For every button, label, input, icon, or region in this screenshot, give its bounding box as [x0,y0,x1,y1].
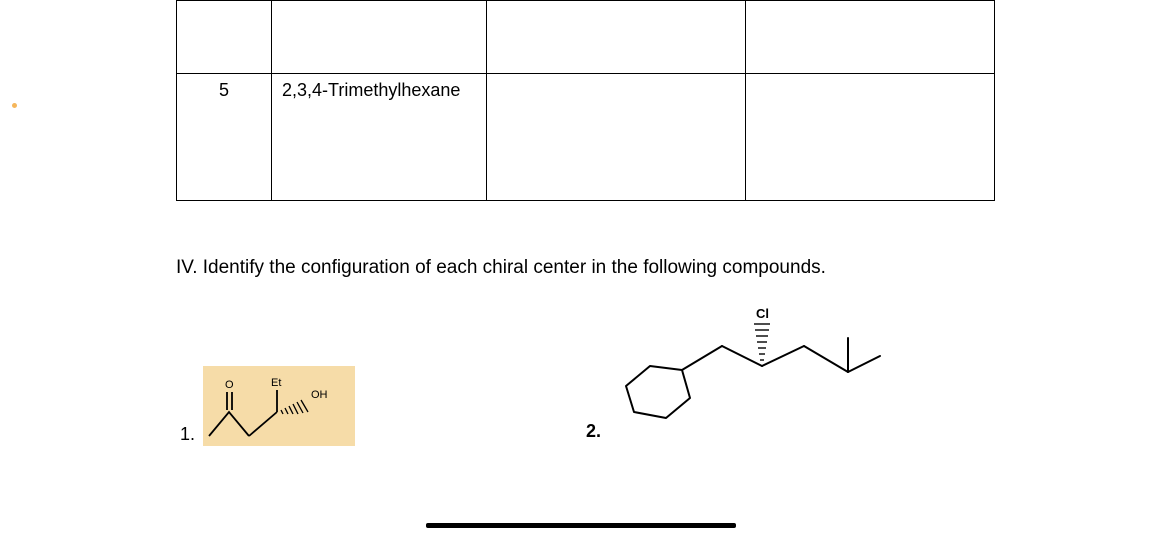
table-cell: 5 [177,74,272,201]
table-row [177,1,995,74]
item-1-label: 1. [180,424,195,445]
data-table: 5 2,3,4-Trimethylhexane [176,0,995,201]
item-1-structure: O Et OH [203,366,355,446]
table-cell [487,1,746,74]
table-cell [272,1,487,74]
section-heading: IV. Identify the configuration of each c… [176,257,826,279]
table-cell [177,1,272,74]
table-row: 5 2,3,4-Trimethylhexane [177,74,995,201]
label-O: O [225,379,234,391]
label-Cl: Cl [756,306,769,321]
page: 5 2,3,4-Trimethylhexane IV. Identify the… [0,0,1170,541]
label-OH: OH [311,389,328,401]
table-cell [746,74,995,201]
table-cell [487,74,746,201]
molecule-2-icon: Cl [604,300,894,440]
item-2-label: 2. [586,421,601,442]
margin-bullet-icon [12,103,17,108]
table-cell [746,1,995,74]
label-Et: Et [271,377,281,389]
molecule-1-icon: O Et OH [203,366,355,446]
table-cell: 2,3,4-Trimethylhexane [272,74,487,201]
bottom-handle-icon [426,523,736,528]
